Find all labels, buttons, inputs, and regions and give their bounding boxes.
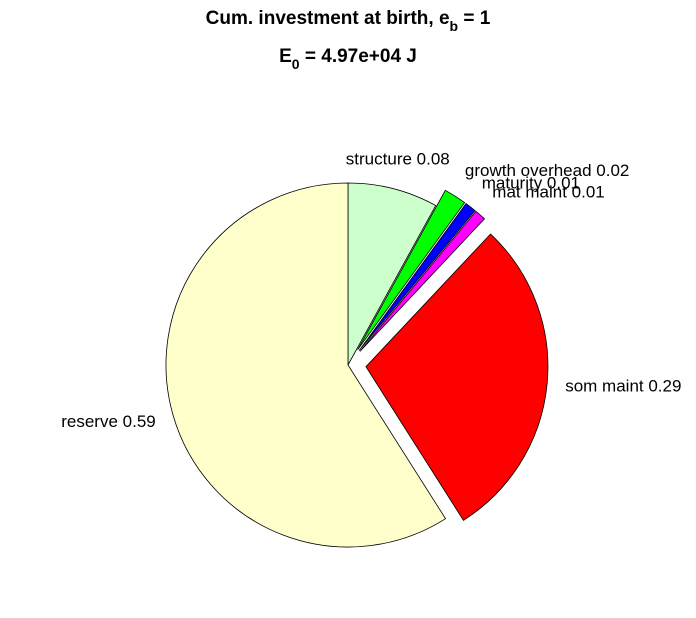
subtitle-sub: 0: [292, 56, 300, 72]
slice-label: som maint 0.29: [565, 377, 681, 396]
subtitle-text: E: [279, 46, 292, 67]
slice-label: reserve 0.59: [61, 412, 156, 431]
pie-slice: [358, 202, 476, 352]
pie-slice: [347, 182, 437, 366]
pie-slice: [357, 189, 466, 351]
slice-label: mat maint 0.01: [492, 183, 604, 202]
slice-label: structure 0.08: [346, 149, 450, 168]
pie-slice: [165, 182, 447, 548]
pie-slice: [365, 233, 549, 521]
slice-label: maturity 0.01: [482, 173, 580, 192]
chart-title: Cum. investment at birth, eb = 1: [206, 8, 491, 34]
pie-slice: [359, 210, 486, 352]
chart-subtitle: E0 = 4.97e+04 J: [279, 46, 417, 72]
subtitle-tail: = 4.97e+04 J: [300, 46, 417, 67]
slice-label: growth overhead 0.02: [465, 161, 629, 180]
title-sub: b: [450, 18, 459, 34]
title-text: Cum. investment at birth, e: [206, 8, 450, 29]
title-tail: = 1: [458, 8, 491, 29]
